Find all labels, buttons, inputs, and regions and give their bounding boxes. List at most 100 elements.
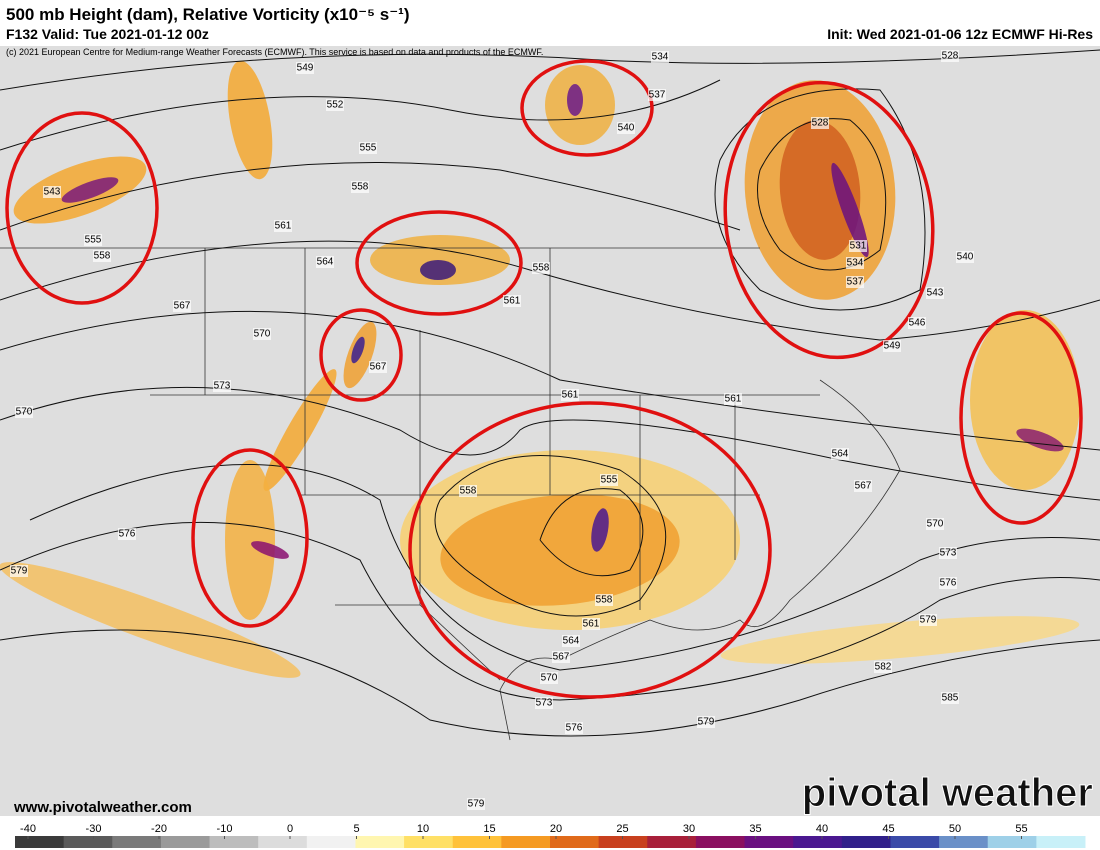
contour-label-bg <box>941 50 959 62</box>
contour-label: 561 <box>725 394 742 405</box>
colorbar-tick-label: 35 <box>749 823 761 835</box>
colorbar-tick-label: 55 <box>1015 823 1027 835</box>
contour-label-bg <box>296 62 314 74</box>
contour-label: 558 <box>352 182 369 193</box>
contour-label-bg <box>459 485 477 497</box>
contour-label-bg <box>849 240 867 252</box>
contour-label: 558 <box>533 263 550 274</box>
contour-label: 555 <box>601 475 618 486</box>
valid-time: F132 Valid: Tue 2021-01-12 00z <box>6 26 209 42</box>
vorticity-blob <box>227 60 273 180</box>
contour-label: 570 <box>254 329 271 340</box>
vorticity-blob <box>720 616 1080 664</box>
vorticity-blob <box>1016 428 1064 452</box>
vorticity-blob <box>61 177 119 203</box>
header-band <box>0 0 1100 46</box>
vorticity-blob <box>440 494 680 606</box>
contour-label-bg <box>939 547 957 559</box>
state-lines <box>204 248 736 610</box>
contour-label: 531 <box>850 241 867 252</box>
contour-label: 573 <box>536 698 553 709</box>
contour-label-bg <box>535 697 553 709</box>
contour-label: 528 <box>942 51 959 62</box>
colorbar-swatch <box>355 836 405 848</box>
contour-label-bg <box>84 234 102 246</box>
colorbar-swatch <box>939 836 989 848</box>
contour-label: 579 <box>698 717 715 728</box>
contour-label: 543 <box>927 288 944 299</box>
annotation-circle <box>191 448 309 628</box>
contour-label: 528 <box>812 118 829 129</box>
contour-label-bg <box>552 651 570 663</box>
contour-labels: 5495525555585615645675705735705765795435… <box>10 50 974 810</box>
height-contour <box>0 79 721 151</box>
colorbar-tick-label: -30 <box>86 823 102 835</box>
contour-label: 579 <box>11 566 28 577</box>
height-contour <box>714 88 926 311</box>
contour-label-bg <box>274 220 292 232</box>
contour-label: 576 <box>940 578 957 589</box>
colorbar-tick-label: 5 <box>353 823 359 835</box>
contour-label-bg <box>351 181 369 193</box>
height-contours <box>0 49 1100 737</box>
colorbar-swatch <box>452 836 502 848</box>
height-contour <box>0 240 1100 341</box>
contour-label: 567 <box>855 481 872 492</box>
contour-label: 543 <box>44 187 61 198</box>
colorbar-swatch <box>160 836 211 848</box>
contour-label: 564 <box>563 636 580 647</box>
contour-label: 537 <box>847 277 864 288</box>
contour-label: 552 <box>327 100 344 111</box>
colorbar-swatch <box>890 836 940 848</box>
contour-label: 585 <box>942 693 959 704</box>
annotation-circle <box>959 311 1083 525</box>
contour-label: 579 <box>920 615 937 626</box>
contour-label: 567 <box>553 652 570 663</box>
contour-label: 564 <box>317 257 334 268</box>
contour-label-bg <box>561 389 579 401</box>
vorticity-blob <box>263 369 337 491</box>
init-time: Init: Wed 2021-01-06 12z ECMWF Hi-Res <box>827 26 1093 42</box>
contour-label: 579 <box>468 799 485 810</box>
colorbar-tick-label: -10 <box>217 823 233 835</box>
contour-label: 567 <box>370 362 387 373</box>
vorticity-blob <box>831 162 869 258</box>
state-lines <box>0 247 820 681</box>
contour-label-bg <box>503 295 521 307</box>
vorticity-blob <box>779 120 861 260</box>
colorbar-swatch <box>598 836 648 848</box>
height-contour <box>434 455 667 617</box>
contour-label-bg <box>43 186 61 198</box>
colorbar-tick-label: -20 <box>151 823 167 835</box>
contour-label: 561 <box>562 390 579 401</box>
contour-label: 570 <box>927 519 944 530</box>
colorbar: -40 -30 -20 -10 0 5 10 15 20 25 30 35 40 45 50 55 <box>15 823 1086 848</box>
colorbar-swatch <box>550 836 600 848</box>
contour-label-bg <box>854 480 872 492</box>
contour-label-bg <box>846 276 864 288</box>
contour-label-bg <box>697 716 715 728</box>
contour-label-bg <box>919 614 937 626</box>
contour-label-bg <box>617 122 635 134</box>
annotation-circle <box>5 111 159 305</box>
contour-label-bg <box>532 262 550 274</box>
colorbar-swatch <box>987 836 1037 848</box>
colorbar-tick-label: 30 <box>683 823 695 835</box>
colorbar-tick-label: 45 <box>882 823 894 835</box>
height-contour <box>0 162 741 231</box>
height-contour <box>0 629 1100 737</box>
contour-label: 576 <box>119 529 136 540</box>
contour-label-bg <box>926 287 944 299</box>
height-contour <box>0 310 1100 451</box>
contour-label: 582 <box>875 662 892 673</box>
map-title: 500 mb Height (dam), Relative Vorticity … <box>6 5 410 24</box>
contour-label-bg <box>540 672 558 684</box>
contour-label-bg <box>939 577 957 589</box>
annotation-circles <box>5 59 1083 699</box>
vorticity-blob <box>225 460 275 620</box>
contour-label-bg <box>93 250 111 262</box>
contour-label: 567 <box>174 301 191 312</box>
contour-label-bg <box>874 661 892 673</box>
contour-label-bg <box>831 448 849 460</box>
contour-label: 570 <box>541 673 558 684</box>
